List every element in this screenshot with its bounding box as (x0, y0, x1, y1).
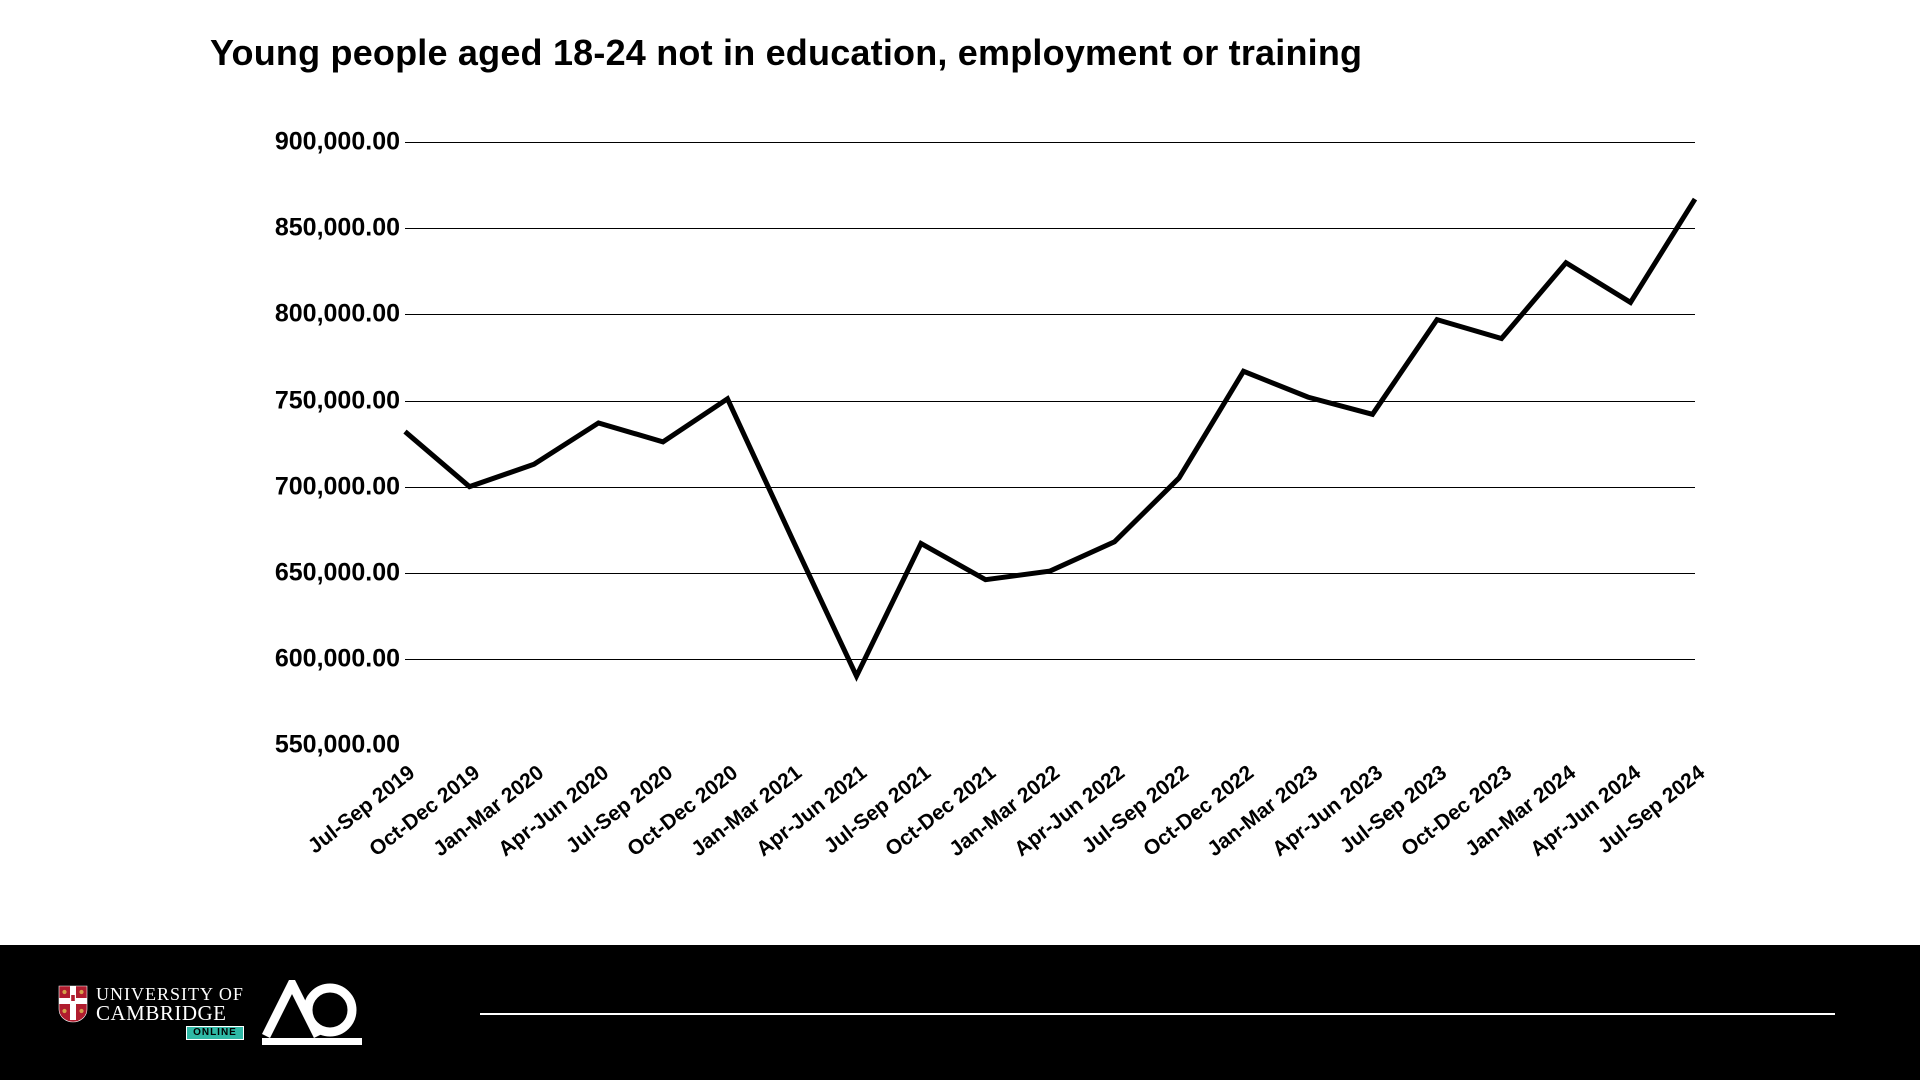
y-tick-label: 800,000.00 (275, 300, 400, 329)
gridline (405, 228, 1695, 229)
x-tick-label: Oct-Dec 2021 (881, 761, 1001, 862)
x-tick-label: Jan-Mar 2023 (1203, 761, 1323, 862)
slide: Young people aged 18-24 not in education… (0, 0, 1920, 1080)
y-tick-label: 850,000.00 (275, 214, 400, 243)
x-tick-label: Apr-Jun 2022 (1010, 761, 1130, 862)
gridline (405, 401, 1695, 402)
x-tick-label: Oct-Dec 2023 (1397, 761, 1517, 862)
x-tick-label: Apr-Jun 2023 (1268, 761, 1388, 862)
online-badge: ONLINE (186, 1026, 244, 1040)
y-tick-label: 550,000.00 (275, 731, 400, 760)
data-line (405, 125, 1695, 745)
y-tick-label: 900,000.00 (275, 128, 400, 157)
cambridge-line2: CAMBRIDGE (96, 1003, 244, 1024)
gridline (405, 487, 1695, 488)
x-tick-label: Oct-Dec 2022 (1139, 761, 1259, 862)
gridline (405, 314, 1695, 315)
x-tick-label: Jan-Mar 2021 (687, 761, 807, 862)
y-tick-label: 750,000.00 (275, 386, 400, 415)
x-tick-label: Apr-Jun 2021 (752, 761, 872, 862)
cambridge-shield-icon (58, 985, 88, 1023)
line-chart: Jul-Sep 2019Oct-Dec 2019Jan-Mar 2020Apr-… (210, 105, 1710, 865)
cambridge-text: UNIVERSITY OF CAMBRIDGE ONLINE (96, 985, 244, 1041)
x-tick-label: Jan-Mar 2024 (1461, 761, 1581, 862)
gridline (405, 573, 1695, 574)
x-axis-labels: Jul-Sep 2019Oct-Dec 2019Jan-Mar 2020Apr-… (405, 755, 1695, 875)
x-tick-label: Jan-Mar 2022 (945, 761, 1065, 862)
footer-divider (480, 1013, 1835, 1015)
footer-bar: UNIVERSITY OF CAMBRIDGE ONLINE (0, 945, 1920, 1080)
y-tick-label: 650,000.00 (275, 558, 400, 587)
ao-logo-icon (262, 980, 362, 1046)
brand-block: UNIVERSITY OF CAMBRIDGE ONLINE (58, 980, 362, 1046)
y-tick-label: 600,000.00 (275, 644, 400, 673)
gridline (405, 142, 1695, 143)
cambridge-logo: UNIVERSITY OF CAMBRIDGE ONLINE (58, 985, 244, 1041)
y-tick-label: 700,000.00 (275, 472, 400, 501)
chart-title: Young people aged 18-24 not in education… (210, 32, 1362, 74)
x-tick-label: Apr-Jun 2020 (494, 761, 614, 862)
x-tick-label: Apr-Jun 2024 (1526, 761, 1646, 862)
gridline (405, 659, 1695, 660)
x-tick-label: Oct-Dec 2020 (623, 761, 743, 862)
x-tick-label: Oct-Dec 2019 (365, 761, 485, 862)
x-tick-label: Jan-Mar 2020 (429, 761, 549, 862)
plot-area (405, 125, 1695, 745)
